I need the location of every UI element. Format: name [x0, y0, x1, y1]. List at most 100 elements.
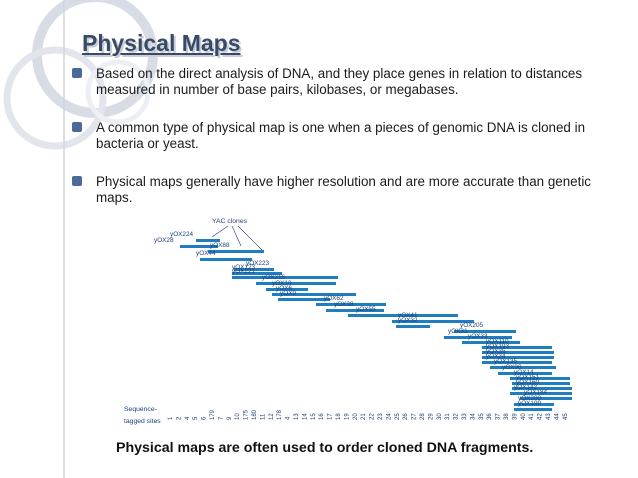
sts-tick-label: 10: [235, 413, 241, 420]
clone-label: yOX216: [262, 274, 286, 281]
clone-label: yOX41: [398, 312, 418, 319]
clone-label: yOX32: [398, 317, 418, 324]
clone-bar: [510, 377, 570, 380]
sts-tick-label: 32: [454, 413, 460, 420]
clone-bar: [232, 276, 338, 279]
bullet-text: A common type of physical map is one whe…: [96, 120, 586, 151]
clone-label: yOX38: [334, 301, 354, 308]
clone-bar: [180, 245, 218, 248]
sts-tick-label: 16: [319, 413, 325, 420]
clone-label: yOX135: [494, 358, 518, 365]
sts-tick-label: 178: [277, 409, 283, 420]
clone-label: yOX123: [232, 264, 256, 271]
clone-bar: [278, 298, 330, 301]
clone-bar: [256, 282, 336, 285]
sts-tick-label: 44: [554, 413, 560, 420]
clone-label: yOX199: [518, 400, 542, 407]
sts-tick-label: 179: [210, 409, 216, 420]
clone-label: yOX184: [524, 389, 548, 396]
clone-bar: [196, 239, 220, 242]
sts-tick-label: 7: [218, 416, 224, 420]
sts-tick-label: 17: [328, 413, 334, 420]
square-bullet-icon: [72, 68, 82, 78]
sts-tick-label: 13: [294, 413, 300, 420]
connector-line: [231, 225, 242, 247]
sts-tick-label: 4: [185, 416, 191, 420]
clone-bar: [482, 346, 552, 349]
clone-bar: [512, 382, 570, 385]
bullet-text: Physical maps generally have higher reso…: [96, 174, 591, 205]
clone-label: yOX88: [210, 242, 230, 249]
sts-tick-label: 42: [538, 413, 544, 420]
clone-label: yOX200: [518, 395, 542, 402]
figure-header: YAC clones: [212, 218, 248, 225]
sts-tick-label: 30: [437, 413, 443, 420]
clone-label: yOX221: [232, 268, 256, 275]
sts-tick-label: 6: [202, 416, 208, 420]
sts-row-label: tagged sites: [124, 418, 161, 425]
clone-bar: [482, 356, 554, 359]
sts-tick-label: 38: [504, 413, 510, 420]
clone-bar: [462, 341, 520, 344]
sts-tick-label: 26: [403, 413, 409, 420]
clone-bar: [510, 392, 572, 395]
bullet-item: Based on the direct analysis of DNA, and…: [72, 66, 612, 98]
clone-bar: [396, 325, 430, 328]
clone-bar: [208, 250, 264, 253]
connector-line: [211, 225, 229, 238]
clone-label: yOX90: [502, 364, 522, 371]
clone-label: yOX62: [324, 295, 344, 302]
clone-bar: [266, 288, 308, 291]
sts-tick-label: 20: [353, 413, 359, 420]
sts-tick-label: 43: [546, 413, 552, 420]
sts-tick-label: 4: [286, 416, 292, 420]
sts-tick-label: 33: [462, 413, 468, 420]
clone-bar: [482, 351, 554, 354]
sts-tick-label: 34: [470, 413, 476, 420]
sts-tick-label: 22: [370, 413, 376, 420]
clone-label: yOX34: [486, 353, 506, 360]
square-bullet-icon: [72, 176, 82, 186]
sts-tick-label: 2: [176, 416, 182, 420]
clone-bar: [514, 403, 554, 406]
sts-tick-label: 39: [512, 413, 518, 420]
clone-bar: [512, 387, 572, 390]
square-bullet-icon: [72, 122, 82, 132]
clone-bar: [444, 336, 512, 339]
sts-tick-label: 31: [445, 413, 451, 420]
sts-tick-label: 180: [252, 409, 258, 420]
clone-label: yOX205: [460, 322, 484, 329]
clone-label: yOX160: [516, 379, 540, 386]
sts-tick-label: 1: [168, 416, 174, 420]
sts-tick-label: 27: [412, 413, 418, 420]
clone-label: yOX28: [154, 237, 174, 244]
sts-tick-label: 9: [227, 416, 233, 420]
clone-label: yOX35: [486, 348, 506, 355]
clone-label: yOX31: [448, 328, 468, 335]
clone-label: yOX151: [516, 374, 540, 381]
sts-tick-label: 24: [386, 413, 392, 420]
clone-bar: [348, 314, 458, 317]
clone-label: yOX10: [272, 280, 292, 287]
bullet-text: Based on the direct analysis of DNA, and…: [96, 66, 583, 97]
clone-bar: [272, 293, 356, 296]
clone-bar: [454, 330, 516, 333]
bullet-item: A common type of physical map is one whe…: [72, 120, 612, 152]
sts-tick-label: 37: [496, 413, 502, 420]
clone-bar: [232, 272, 282, 275]
clone-label: yOX9: [280, 290, 296, 297]
clone-label: yOX33: [468, 333, 488, 340]
sts-tick-label: 5: [193, 416, 199, 420]
figure-caption: Physical maps are often used to order cl…: [116, 440, 534, 456]
clone-bar: [520, 397, 572, 400]
sts-tick-label: 35: [479, 413, 485, 420]
sts-tick-label: 14: [302, 413, 308, 420]
sts-tick-label: 41: [529, 413, 535, 420]
clone-bar: [316, 303, 386, 306]
sts-tick-label: 28: [420, 413, 426, 420]
clone-label: yOX6: [276, 285, 292, 292]
sts-tick-label: 19: [344, 413, 350, 420]
clone-bar: [200, 258, 252, 261]
